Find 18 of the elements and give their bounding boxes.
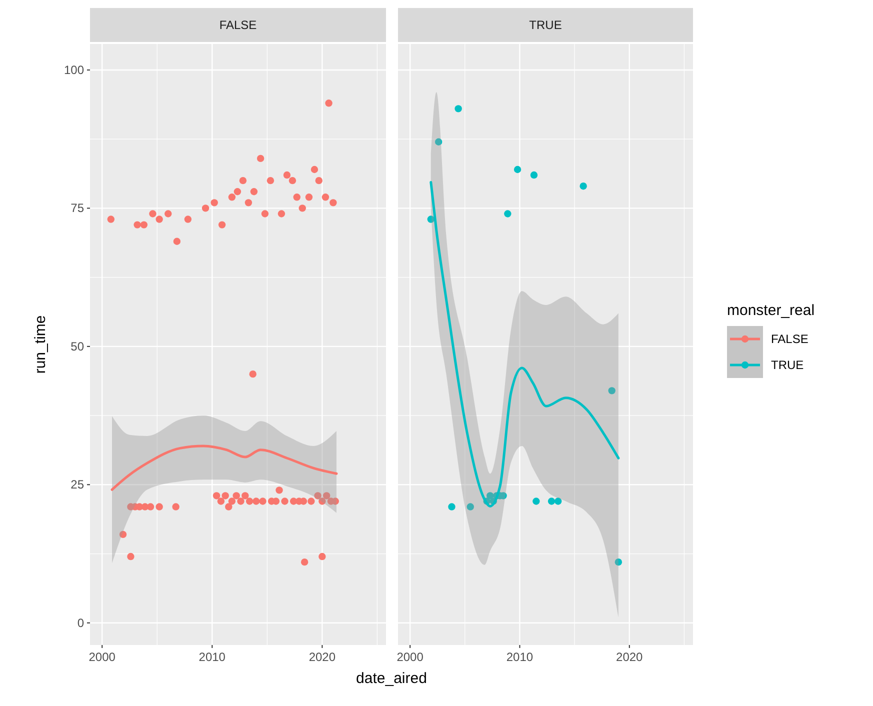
x-axis-title: date_aired — [356, 670, 427, 687]
legend-label: FALSE — [771, 332, 808, 346]
text: TRUE — [771, 358, 804, 372]
x-tick-label: 2020 — [616, 650, 644, 664]
x-tick-label: 2010 — [198, 650, 226, 664]
y-tick-label: 25 — [70, 478, 84, 492]
x-tick-label: 2010 — [506, 650, 534, 664]
legend-title: monster_real — [727, 302, 815, 319]
x-tick-label: 2020 — [308, 650, 336, 664]
y-tick-label: 50 — [70, 339, 84, 354]
y-tick-label: 100 — [64, 62, 84, 77]
y-axis-title: run_time — [32, 315, 49, 374]
y-tick-label: 0 — [77, 616, 84, 630]
y-tick-label: 75 — [70, 201, 84, 216]
chart-title: FALSE — [219, 18, 257, 32]
x-tick-label: 2000 — [396, 650, 424, 664]
x-tick-label: 2000 — [88, 650, 116, 664]
text: TRUE — [529, 18, 562, 32]
